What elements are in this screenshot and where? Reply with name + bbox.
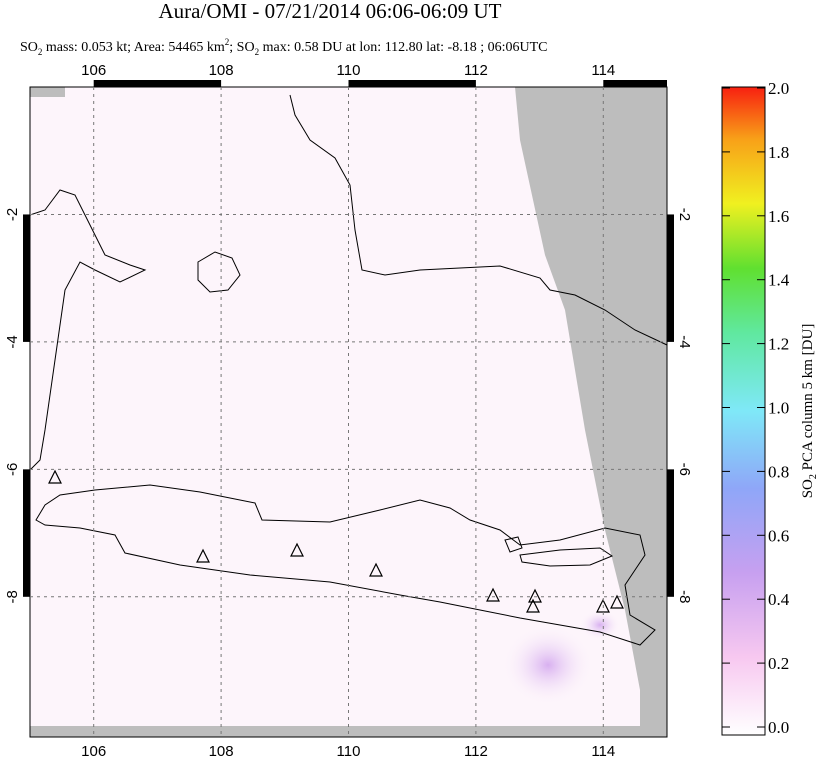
coastline xyxy=(35,484,656,646)
volcano xyxy=(486,587,500,602)
colorbar-label-part: PCA column 5 km [DU] xyxy=(800,324,816,474)
colorbar-tick-label: 2.0 xyxy=(768,79,789,98)
x-tick-label: 108 xyxy=(209,62,234,79)
border-bar xyxy=(667,469,674,597)
colorbar-label-part: SO xyxy=(800,479,816,498)
x-tick-label: 112 xyxy=(464,62,488,79)
colorbar-tick-label: 0.8 xyxy=(768,462,789,481)
border-bar xyxy=(23,214,30,342)
y-tick-label: -2 xyxy=(4,208,21,221)
colorbar-tick-label: 0.6 xyxy=(768,526,789,545)
colorbar-tick-label: 0.2 xyxy=(768,654,789,673)
subtitle-part: SO xyxy=(20,40,38,55)
colorbar-tick-label: 1.8 xyxy=(768,143,789,162)
volcano xyxy=(196,548,210,563)
colorbar-tick-label: 1.6 xyxy=(768,207,789,226)
y-tick-label: -4 xyxy=(676,335,693,348)
border-bar xyxy=(23,469,30,597)
x-tick-label: 110 xyxy=(337,743,361,759)
y-tick-label: -8 xyxy=(676,590,693,603)
subtitle-part: mass: 0.053 kt; Area: 54465 km xyxy=(42,40,224,55)
border-bar xyxy=(93,80,222,87)
y-tick-label: -6 xyxy=(676,463,693,476)
x-tick-label: 112 xyxy=(464,743,488,759)
subtitle-sub: 2 xyxy=(38,47,43,57)
colorbar-tick-label: 0.0 xyxy=(768,718,789,737)
y-tick-label: -4 xyxy=(4,335,21,348)
so2-plume xyxy=(580,610,620,640)
colorbar-tick-label: 0.4 xyxy=(768,590,790,609)
x-tick-label: 114 xyxy=(591,743,615,759)
colorbar-tick-label: 1.0 xyxy=(768,399,789,418)
x-tick-label: 106 xyxy=(81,62,106,79)
x-tick-label: 114 xyxy=(591,62,615,79)
volcano xyxy=(290,542,304,557)
coastline xyxy=(29,189,147,471)
y-tick-label: -2 xyxy=(676,208,693,221)
colorbar-label: SO2 PCA column 5 km [DU] xyxy=(800,324,819,499)
subtitle-sub: 2 xyxy=(255,47,260,57)
border-bar xyxy=(667,214,674,342)
volcano xyxy=(528,588,542,603)
volcano xyxy=(610,594,624,609)
colorbar-tick-label: 1.4 xyxy=(768,271,790,290)
volcano xyxy=(369,562,383,577)
x-tick-label: 110 xyxy=(337,62,361,79)
coastline xyxy=(289,94,668,346)
x-tick-label: 106 xyxy=(81,743,106,759)
volcano xyxy=(526,598,540,613)
x-tick-label: 108 xyxy=(209,743,234,759)
no-data-region xyxy=(515,87,667,737)
colorbar xyxy=(721,86,766,736)
colorbar-tick-label: 1.2 xyxy=(768,335,789,354)
subtitle: SO2 mass: 0.053 kt; Area: 54465 km2; SO2… xyxy=(20,37,548,57)
y-tick-label: -6 xyxy=(4,463,21,476)
subtitle-part: ; SO xyxy=(229,40,254,55)
volcano xyxy=(48,469,62,484)
subtitle-part: max: 0.58 DU at lon: 112.80 lat: -8.18 ;… xyxy=(259,40,547,55)
coastline xyxy=(519,547,614,567)
coastline xyxy=(504,536,523,553)
subtitle-sup: 2 xyxy=(225,37,230,47)
so2-plume xyxy=(503,625,593,705)
colorbar-label-sub: 2 xyxy=(808,474,819,479)
border-bar xyxy=(603,80,667,87)
border-bar xyxy=(348,80,476,87)
y-tick-label: -8 xyxy=(4,590,21,603)
coastline xyxy=(197,251,241,293)
title: Aura/OMI - 07/21/2014 06:06-06:09 UT xyxy=(159,0,502,23)
no-data-region xyxy=(30,87,65,97)
